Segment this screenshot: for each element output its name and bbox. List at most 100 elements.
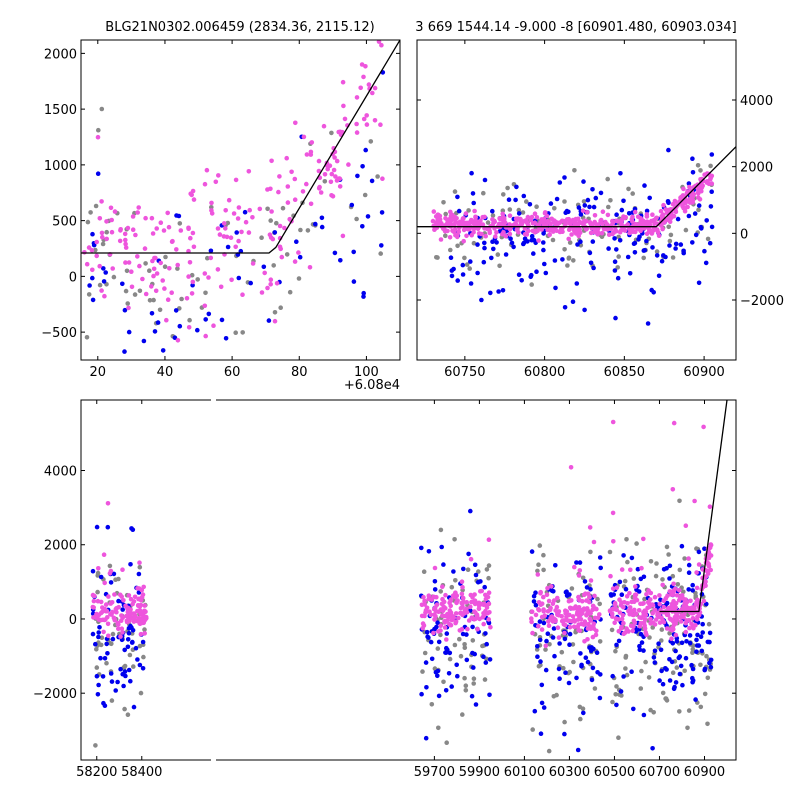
data-point-pink xyxy=(265,285,270,291)
data-point-grey xyxy=(507,207,513,212)
data-point-blue xyxy=(123,673,128,679)
data-point-pink xyxy=(236,205,242,210)
data-point-pink xyxy=(613,606,618,611)
data-point-blue xyxy=(537,637,543,643)
data-point-pink xyxy=(706,555,712,561)
data-point-pink xyxy=(577,568,583,573)
data-point-pink xyxy=(169,290,174,296)
data-point-grey xyxy=(109,641,114,647)
data-point-pink xyxy=(626,629,631,634)
data-point-pink xyxy=(541,216,547,222)
data-point-pink xyxy=(289,169,294,175)
data-point-blue xyxy=(583,655,589,660)
data-point-blue xyxy=(589,677,595,683)
data-point-pink xyxy=(98,617,104,623)
data-point-grey xyxy=(109,698,115,703)
data-point-pink xyxy=(568,465,574,470)
data-point-blue xyxy=(690,170,696,175)
data-point-pink xyxy=(134,618,140,624)
data-point-blue xyxy=(121,683,126,689)
data-point-blue xyxy=(87,283,92,288)
data-point-pink xyxy=(573,604,578,609)
data-point-grey xyxy=(580,575,586,581)
data-point-pink xyxy=(149,284,154,289)
data-point-pink xyxy=(331,167,337,173)
data-point-grey xyxy=(131,664,136,669)
data-point-pink xyxy=(592,593,597,599)
data-point-blue xyxy=(537,619,543,624)
data-point-blue xyxy=(677,654,683,659)
data-point-grey xyxy=(630,191,635,196)
data-point-pink xyxy=(608,573,613,579)
data-point-pink xyxy=(240,292,245,298)
data-point-blue xyxy=(627,271,633,276)
data-point-grey xyxy=(422,650,428,656)
data-point-blue xyxy=(471,665,476,670)
data-point-blue xyxy=(527,202,533,207)
data-point-grey xyxy=(110,631,116,637)
data-point-pink xyxy=(203,333,208,339)
data-point-pink xyxy=(158,260,163,266)
data-point-blue xyxy=(644,208,650,214)
data-point-blue xyxy=(590,187,595,192)
data-point-grey xyxy=(94,647,99,652)
data-point-pink xyxy=(257,206,263,212)
data-point-blue xyxy=(578,651,583,656)
data-point-blue xyxy=(122,349,127,354)
zoom_right-model-line xyxy=(417,146,736,228)
data-point-pink xyxy=(153,288,159,294)
data-point-blue xyxy=(693,232,699,238)
data-point-grey xyxy=(305,228,311,233)
data-point-grey xyxy=(667,238,673,244)
y-tick-label: 2000 xyxy=(44,47,77,62)
data-point-grey xyxy=(674,665,680,670)
data-point-blue xyxy=(618,689,624,694)
data-point-blue xyxy=(140,666,146,671)
x-tick-label: 60500 xyxy=(594,765,635,780)
data-point-blue xyxy=(433,670,439,675)
data-point-blue xyxy=(659,258,665,264)
data-point-pink xyxy=(536,238,541,243)
data-point-blue xyxy=(650,245,655,250)
data-point-blue xyxy=(623,586,629,592)
data-point-pink xyxy=(97,216,103,221)
data-point-grey xyxy=(562,247,567,252)
data-point-grey xyxy=(259,235,264,240)
data-point-grey xyxy=(449,584,455,590)
data-point-pink xyxy=(90,592,96,598)
data-point-pink xyxy=(572,564,577,570)
data-point-pink xyxy=(456,229,462,234)
data-point-pink xyxy=(442,620,448,625)
data-point-pink xyxy=(554,228,559,233)
data-point-pink xyxy=(627,590,632,596)
data-point-grey xyxy=(455,243,460,249)
data-point-pink xyxy=(292,197,298,202)
data-point-pink xyxy=(676,588,682,593)
data-point-pink xyxy=(123,260,128,265)
data-point-blue xyxy=(131,704,137,710)
data-point-blue xyxy=(424,629,430,635)
data-point-pink xyxy=(605,212,611,218)
data-point-grey xyxy=(546,748,552,754)
data-point-blue xyxy=(419,691,424,697)
data-point-pink xyxy=(482,214,487,220)
data-point-pink xyxy=(468,556,474,562)
data-point-pink xyxy=(701,424,706,430)
data-point-pink xyxy=(657,601,663,607)
data-point-blue xyxy=(120,281,125,287)
data-point-blue xyxy=(481,259,487,265)
data-point-pink xyxy=(582,639,587,644)
data-point-pink xyxy=(109,229,115,235)
data-point-blue xyxy=(679,640,685,646)
data-point-pink xyxy=(516,230,521,235)
data-point-pink xyxy=(117,592,123,598)
data-point-pink xyxy=(481,621,487,627)
data-point-pink xyxy=(684,599,690,605)
data-point-pink xyxy=(604,227,610,232)
data-point-pink xyxy=(103,617,108,622)
data-point-blue xyxy=(531,251,536,256)
data-point-pink xyxy=(661,604,666,610)
data-point-pink xyxy=(174,247,179,252)
data-point-grey xyxy=(623,666,628,671)
data-point-pink xyxy=(567,221,572,226)
